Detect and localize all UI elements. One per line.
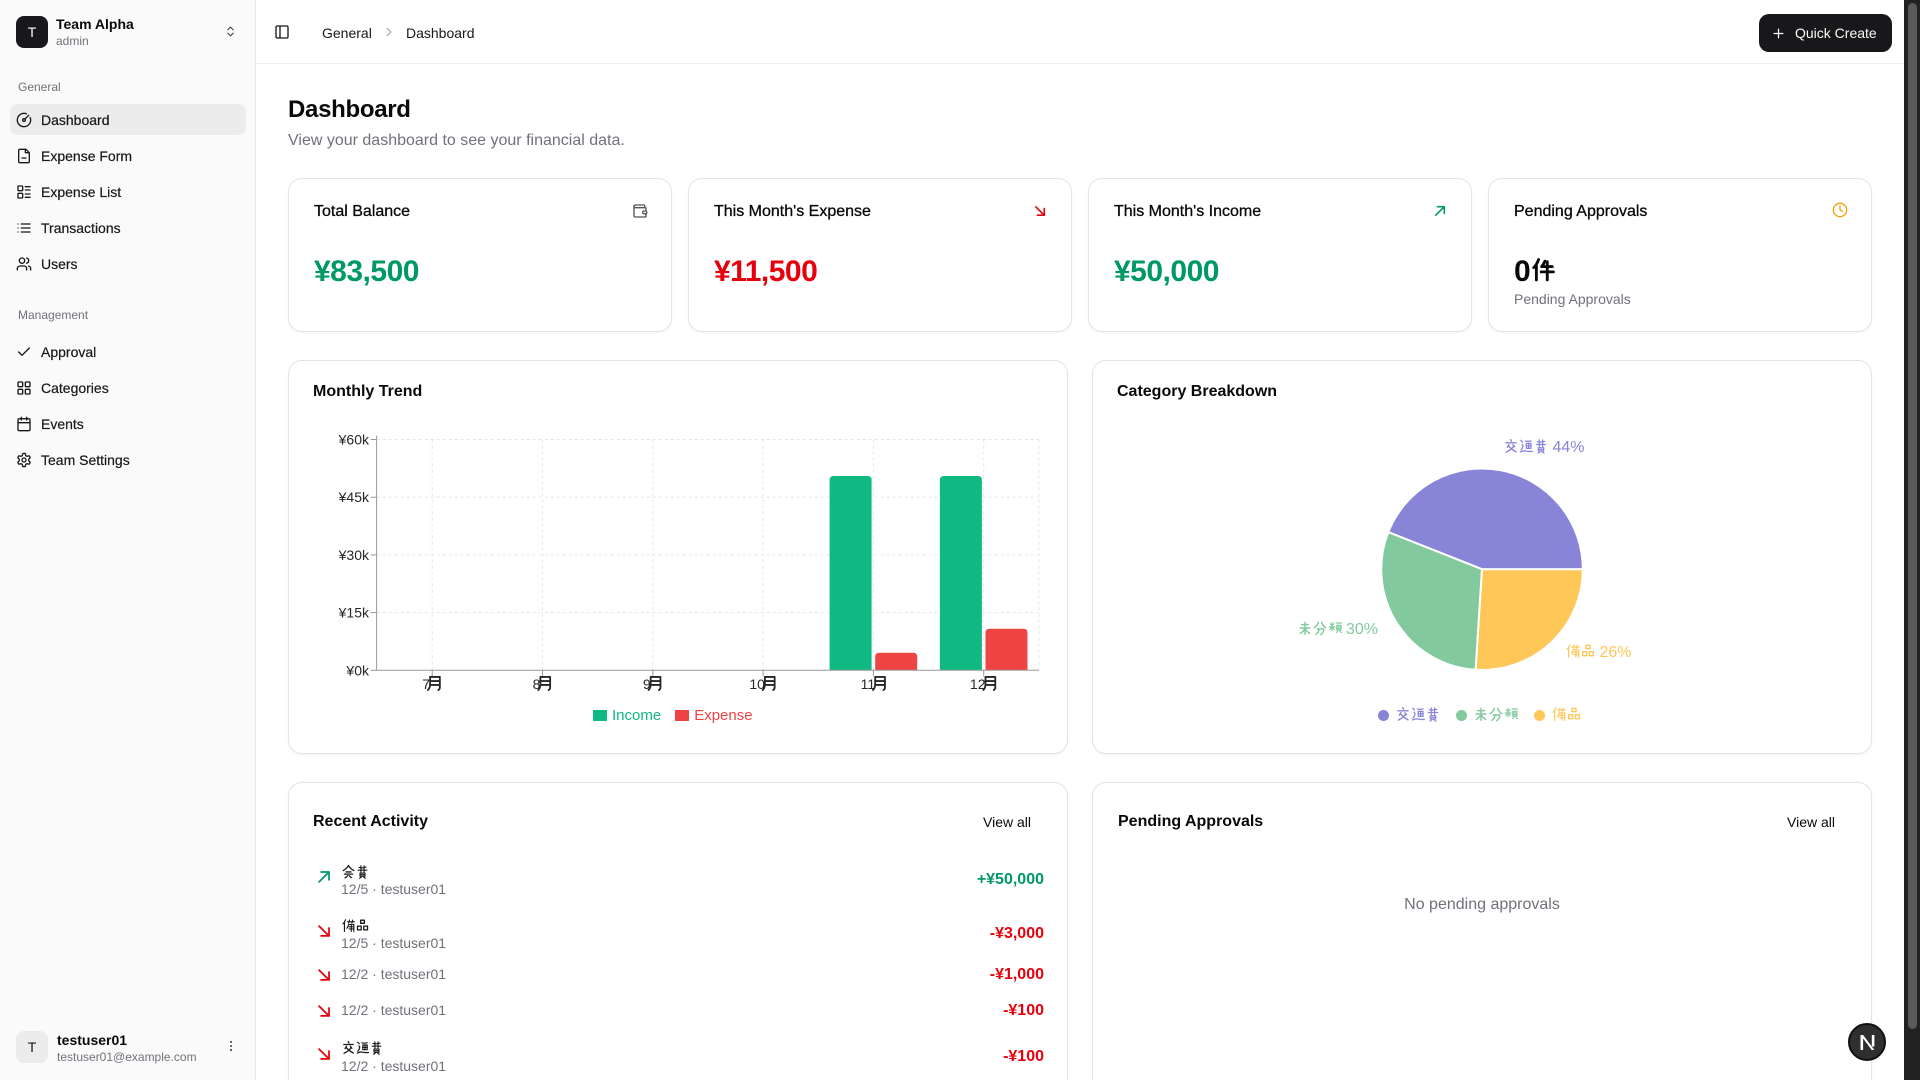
svg-text:8: 8	[533, 676, 541, 692]
svg-text:12: 12	[970, 676, 986, 692]
svg-text:11: 11	[861, 676, 876, 692]
svg-text:¥60k: ¥60k	[338, 432, 370, 448]
svg-text:7: 7	[422, 676, 430, 692]
svg-text:¥15k: ¥15k	[338, 605, 370, 621]
svg-text:¥45k: ¥45k	[338, 489, 370, 505]
svg-text:10: 10	[749, 676, 765, 692]
svg-text:9: 9	[643, 676, 651, 692]
svg-text:¥0k: ¥0k	[345, 662, 370, 678]
svg-text:¥30k: ¥30k	[338, 547, 370, 563]
